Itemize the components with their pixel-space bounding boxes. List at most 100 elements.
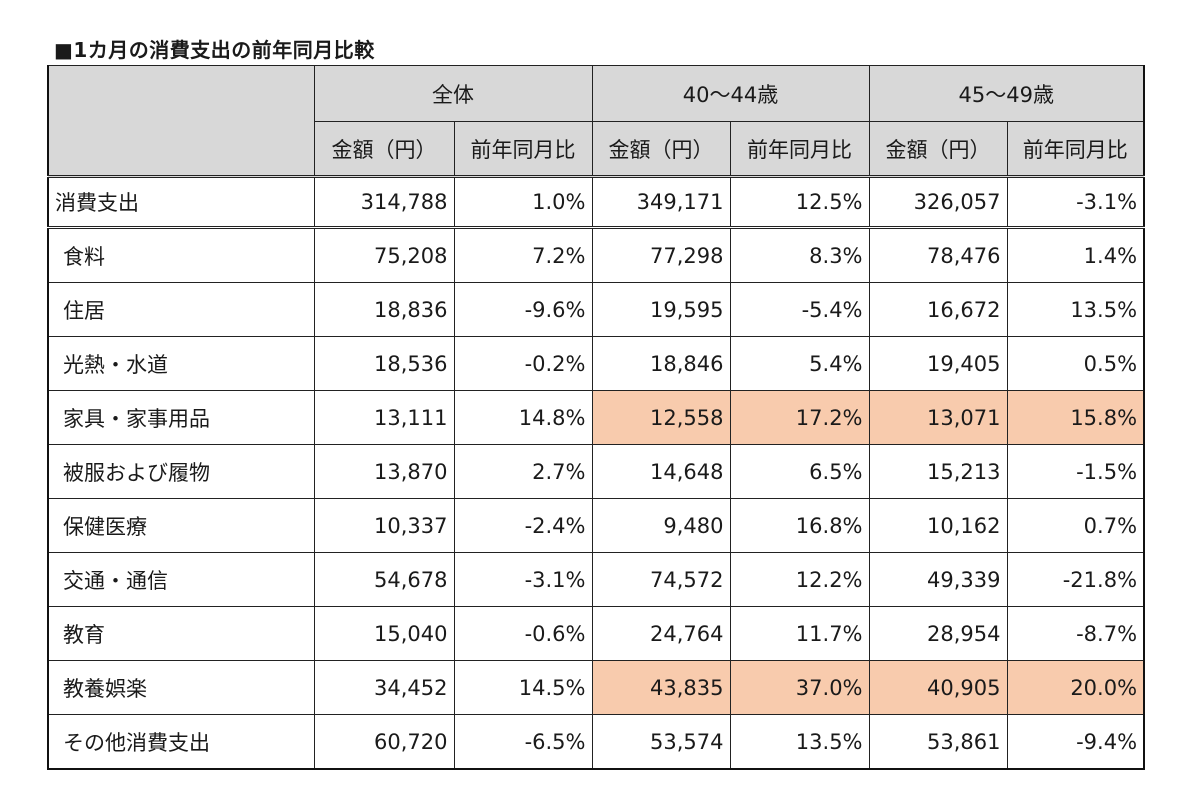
amount-cell: 75,208	[313, 226, 455, 283]
yoy-cell: -8.7%	[1006, 606, 1146, 661]
yoy-cell: 37.0%	[729, 660, 870, 715]
amount-cell: 15,040	[313, 606, 455, 661]
amount-cell: 53,574	[591, 714, 731, 770]
amount-cell: 13,111	[313, 390, 455, 445]
yoy-cell: 0.7%	[1006, 498, 1146, 553]
amount-cell: 18,536	[313, 336, 455, 391]
yoy-cell: 14.5%	[453, 660, 593, 715]
amount-cell: 34,452	[313, 660, 455, 715]
table-row: 交通・通信 54,678 -3.1% 74,572 12.2% 49,339 -21.8%	[47, 552, 1146, 607]
yoy-cell: -21.8%	[1006, 552, 1146, 607]
yoy-cell: 2.7%	[453, 444, 593, 499]
yoy-cell: 1.4%	[1006, 226, 1146, 283]
total-cell: 1.0%	[453, 175, 593, 228]
row-label: 教育	[47, 606, 315, 661]
table-row: 保健医療 10,337 -2.4% 9,480 16.8% 10,162 0.7%	[47, 498, 1146, 553]
total-row: 消費支出 314,788 1.0% 349,171 12.5% 326,057 …	[47, 175, 1146, 228]
row-label: 住居	[47, 282, 315, 337]
table-row: 住居 18,836 -9.6% 19,595 -5.4% 16,672 13.5%	[47, 282, 1146, 337]
amount-cell: 60,720	[313, 714, 455, 770]
total-cell: -3.1%	[1006, 175, 1146, 228]
amount-cell: 15,213	[868, 444, 1008, 499]
subheader-amount: 金額（円）	[868, 121, 1008, 177]
amount-cell: 12,558	[591, 390, 731, 445]
total-cell: 326,057	[868, 175, 1008, 228]
amount-cell: 13,071	[868, 390, 1008, 445]
subheader-yoy: 前年同月比	[453, 121, 593, 177]
amount-cell: 53,861	[868, 714, 1008, 770]
yoy-cell: -6.5%	[453, 714, 593, 770]
amount-cell: 10,162	[868, 498, 1008, 553]
yoy-cell: 0.5%	[1006, 336, 1146, 391]
amount-cell: 24,764	[591, 606, 731, 661]
subheader-amount: 金額（円）	[591, 121, 731, 177]
subheader-amount: 金額（円）	[313, 121, 455, 177]
amount-cell: 40,905	[868, 660, 1008, 715]
group-header-all: 全体	[313, 65, 593, 122]
yoy-cell: -1.5%	[1006, 444, 1146, 499]
yoy-cell: -9.4%	[1006, 714, 1146, 770]
amount-cell: 13,870	[313, 444, 455, 499]
table-row: 教養娯楽 34,452 14.5% 43,835 37.0% 40,905 20.0%	[47, 660, 1146, 715]
yoy-cell: -2.4%	[453, 498, 593, 553]
amount-cell: 9,480	[591, 498, 731, 553]
yoy-cell: 17.2%	[729, 390, 870, 445]
amount-cell: 19,405	[868, 336, 1008, 391]
yoy-cell: 15.8%	[1006, 390, 1146, 445]
amount-cell: 54,678	[313, 552, 455, 607]
consumption-comparison-table: 全体 40～44歳 45～49歳 金額（円） 前年同月比 金額（円） 前年同月比…	[47, 65, 1146, 771]
table-row: 家具・家事用品 13,111 14.8% 12,558 17.2% 13,071 15.8%	[47, 390, 1146, 445]
group-header-40-44: 40～44歳	[591, 65, 870, 122]
total-label: 消費支出	[47, 175, 315, 228]
amount-cell: 77,298	[591, 226, 731, 283]
row-label: 保健医療	[47, 498, 315, 553]
amount-cell: 19,595	[591, 282, 731, 337]
yoy-cell: 8.3%	[729, 226, 870, 283]
yoy-cell: -0.2%	[453, 336, 593, 391]
amount-cell: 18,846	[591, 336, 731, 391]
total-cell: 12.5%	[729, 175, 870, 228]
yoy-cell: -0.6%	[453, 606, 593, 661]
subheader-yoy: 前年同月比	[729, 121, 870, 177]
total-cell: 349,171	[591, 175, 731, 228]
amount-cell: 10,337	[313, 498, 455, 553]
yoy-cell: -9.6%	[453, 282, 593, 337]
corner-header-cell	[47, 65, 315, 177]
table-row: 被服および履物 13,870 2.7% 14,648 6.5% 15,213 -1.5%	[47, 444, 1146, 499]
group-header-45-49: 45～49歳	[868, 65, 1146, 122]
row-label: 家具・家事用品	[47, 390, 315, 445]
table-row: 教育 15,040 -0.6% 24,764 11.7% 28,954 -8.7%	[47, 606, 1146, 661]
row-label: 交通・通信	[47, 552, 315, 607]
yoy-cell: 16.8%	[729, 498, 870, 553]
row-label: 被服および履物	[47, 444, 315, 499]
yoy-cell: 13.5%	[1006, 282, 1146, 337]
yoy-cell: 14.8%	[453, 390, 593, 445]
yoy-cell: 11.7%	[729, 606, 870, 661]
yoy-cell: 12.2%	[729, 552, 870, 607]
table-row: その他消費支出 60,720 -6.5% 53,574 13.5% 53,861 -9.4%	[47, 714, 1146, 770]
yoy-cell: -3.1%	[453, 552, 593, 607]
amount-cell: 28,954	[868, 606, 1008, 661]
yoy-cell: 13.5%	[729, 714, 870, 770]
yoy-cell: 20.0%	[1006, 660, 1146, 715]
yoy-cell: 7.2%	[453, 226, 593, 283]
amount-cell: 16,672	[868, 282, 1008, 337]
amount-cell: 78,476	[868, 226, 1008, 283]
row-label: 教養娯楽	[47, 660, 315, 715]
table-row: 光熱・水道 18,536 -0.2% 18,846 5.4% 19,405 0.5%	[47, 336, 1146, 391]
amount-cell: 18,836	[313, 282, 455, 337]
amount-cell: 74,572	[591, 552, 731, 607]
yoy-cell: -5.4%	[729, 282, 870, 337]
yoy-cell: 5.4%	[729, 336, 870, 391]
yoy-cell: 6.5%	[729, 444, 870, 499]
subheader-yoy: 前年同月比	[1006, 121, 1146, 177]
table-row: 食料 75,208 7.2% 77,298 8.3% 78,476 1.4%	[47, 226, 1146, 283]
table-title: ■1カ月の消費支出の前年同月比較	[54, 38, 375, 62]
amount-cell: 43,835	[591, 660, 731, 715]
row-label: 光熱・水道	[47, 336, 315, 391]
row-label: 食料	[47, 226, 315, 283]
row-label: その他消費支出	[47, 714, 315, 770]
amount-cell: 14,648	[591, 444, 731, 499]
total-cell: 314,788	[313, 175, 455, 228]
amount-cell: 49,339	[868, 552, 1008, 607]
